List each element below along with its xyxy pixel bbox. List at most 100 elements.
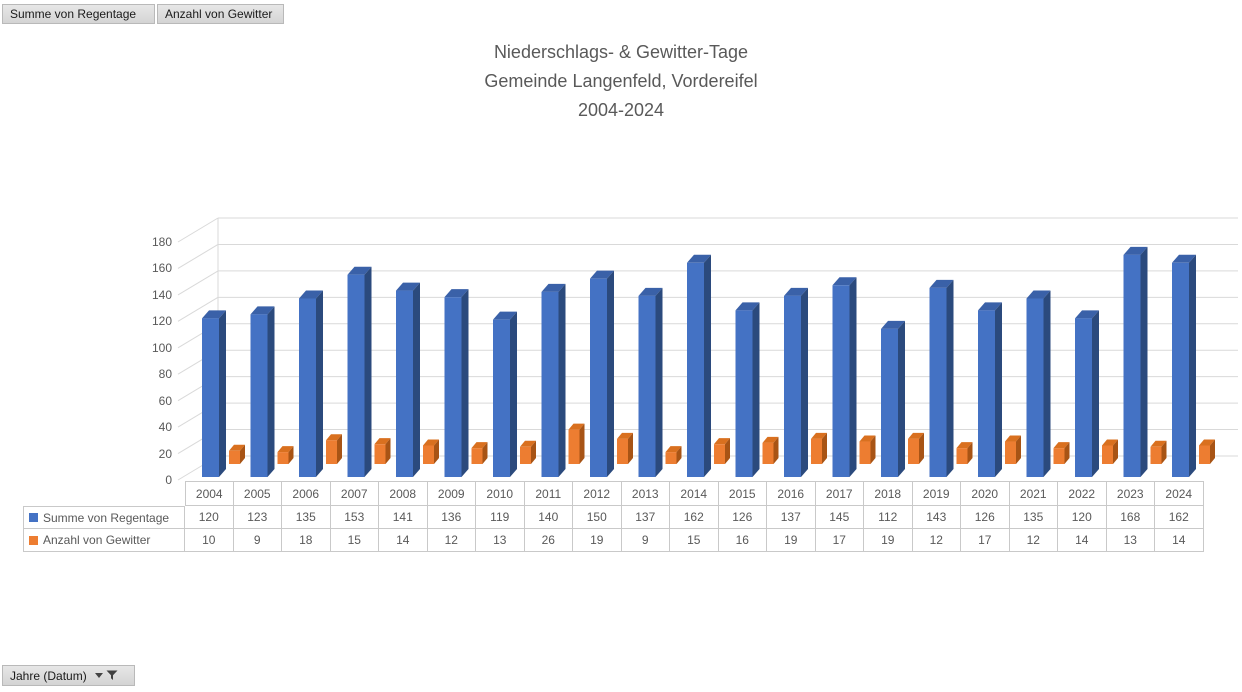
bar-regentage-2011-top[interactable] (541, 283, 566, 292)
bar-regentage-2020-side[interactable] (995, 302, 1002, 477)
bar-regentage-2017-top[interactable] (832, 277, 857, 286)
bar-regentage-2020[interactable] (978, 310, 995, 477)
bar-gewitter-2012-side[interactable] (628, 432, 633, 464)
bar-gewitter-2015[interactable] (762, 442, 774, 464)
bar-gewitter-2017[interactable] (859, 441, 871, 464)
bar-gewitter-2008-side[interactable] (434, 439, 439, 464)
bar-regentage-2016-top[interactable] (784, 287, 808, 296)
bar-regentage-2012-side[interactable] (607, 270, 614, 477)
bar-gewitter-2017-top[interactable] (859, 435, 876, 442)
bar-regentage-2021[interactable] (1026, 298, 1044, 477)
bar-gewitter-2022[interactable] (1102, 445, 1113, 464)
bar-regentage-2008-top[interactable] (396, 282, 420, 291)
bar-regentage-2014[interactable] (687, 262, 704, 477)
bar-regentage-2018-top[interactable] (881, 320, 905, 329)
bar-gewitter-2009-top[interactable] (471, 442, 488, 449)
bar-gewitter-2011[interactable] (568, 429, 580, 464)
bar-gewitter-2024-top[interactable] (1199, 439, 1215, 446)
bar-regentage-2014-top[interactable] (687, 254, 711, 263)
bar-regentage-2010-side[interactable] (510, 311, 517, 477)
bar-regentage-2017-side[interactable] (849, 277, 857, 477)
bar-gewitter-2020-top[interactable] (1005, 435, 1021, 442)
bar-gewitter-2020-side[interactable] (1016, 435, 1021, 464)
bar-regentage-2007-top[interactable] (347, 266, 372, 275)
bar-regentage-2016-side[interactable] (801, 287, 808, 477)
bar-regentage-2018-side[interactable] (898, 320, 905, 477)
bar-regentage-2010[interactable] (493, 319, 510, 477)
bar-regentage-2005[interactable] (250, 314, 268, 477)
bar-gewitter-2015-side[interactable] (773, 436, 779, 464)
bar-regentage-2019-side[interactable] (946, 279, 954, 477)
bar-regentage-2006-top[interactable] (299, 290, 323, 299)
bar-gewitter-2018[interactable] (908, 438, 919, 464)
pivot-value-field-button-regentage[interactable]: Summe von Regentage (2, 4, 155, 24)
bar-regentage-2006[interactable] (299, 298, 316, 477)
bar-regentage-2004-side[interactable] (219, 310, 226, 477)
bar-regentage-2004[interactable] (202, 318, 219, 477)
bar-regentage-2019-top[interactable] (929, 279, 954, 288)
bar-gewitter-2016-side[interactable] (822, 432, 827, 464)
bar-regentage-2021-side[interactable] (1043, 290, 1051, 477)
bar-regentage-2009-top[interactable] (444, 289, 469, 298)
bar-regentage-2015-side[interactable] (752, 302, 760, 477)
bar-regentage-2019[interactable] (929, 287, 947, 477)
bar-gewitter-2020[interactable] (1005, 441, 1016, 464)
bar-gewitter-2007[interactable] (374, 444, 386, 464)
bar-regentage-2022-side[interactable] (1092, 310, 1099, 477)
bar-regentage-2024[interactable] (1172, 262, 1189, 477)
bar-gewitter-2014-side[interactable] (725, 438, 730, 464)
bar-regentage-2024-top[interactable] (1172, 254, 1196, 263)
bar-gewitter-2004-side[interactable] (240, 444, 245, 464)
bar-gewitter-2019-top[interactable] (956, 442, 973, 449)
bar-regentage-2008[interactable] (396, 290, 413, 477)
bar-regentage-2022[interactable] (1075, 318, 1092, 477)
bar-gewitter-2015-top[interactable] (762, 436, 779, 443)
bar-gewitter-2016[interactable] (811, 438, 822, 464)
bar-regentage-2009-side[interactable] (461, 289, 469, 477)
bar-gewitter-2012[interactable] (617, 438, 628, 464)
bar-gewitter-2023[interactable] (1150, 446, 1162, 464)
bar-regentage-2011[interactable] (541, 291, 559, 477)
bar-regentage-2007[interactable] (347, 274, 365, 477)
bar-gewitter-2014-top[interactable] (714, 438, 730, 445)
bar-regentage-2013-top[interactable] (638, 287, 663, 296)
bar-gewitter-2006[interactable] (326, 440, 337, 464)
bar-gewitter-2016-top[interactable] (811, 432, 827, 439)
bar-regentage-2016[interactable] (784, 295, 801, 477)
bar-gewitter-2008-top[interactable] (423, 439, 439, 446)
bar-gewitter-2024[interactable] (1199, 445, 1210, 464)
bar-regentage-2021-top[interactable] (1026, 290, 1051, 299)
bar-gewitter-2022-top[interactable] (1102, 439, 1118, 446)
bar-gewitter-2005-top[interactable] (277, 446, 294, 453)
bar-regentage-2006-side[interactable] (316, 290, 323, 477)
bar-regentage-2023[interactable] (1123, 254, 1141, 477)
bar-regentage-2012-top[interactable] (590, 270, 614, 279)
bar-gewitter-2011-side[interactable] (579, 423, 585, 464)
bar-regentage-2009[interactable] (444, 297, 462, 477)
bar-gewitter-2021-top[interactable] (1053, 442, 1070, 449)
bar-gewitter-2005-side[interactable] (288, 446, 294, 464)
pivot-axis-field-button-jahre[interactable]: Jahre (Datum) (2, 665, 135, 686)
bar-regentage-2013[interactable] (638, 295, 656, 477)
bar-regentage-2024-side[interactable] (1189, 254, 1196, 477)
bar-regentage-2012[interactable] (590, 278, 607, 477)
bar-regentage-2004-top[interactable] (202, 310, 226, 319)
bar-gewitter-2013-top[interactable] (665, 446, 682, 453)
bar-regentage-2017[interactable] (832, 285, 850, 477)
bar-regentage-2020-top[interactable] (978, 302, 1002, 311)
bar-regentage-2008-side[interactable] (413, 282, 420, 477)
bar-gewitter-2004[interactable] (229, 450, 240, 464)
bar-regentage-2007-side[interactable] (364, 266, 372, 477)
bar-regentage-2011-side[interactable] (558, 283, 566, 477)
bar-gewitter-2008[interactable] (423, 445, 434, 464)
bar-gewitter-2022-side[interactable] (1113, 439, 1118, 464)
bar-gewitter-2004-top[interactable] (229, 444, 245, 451)
bar-gewitter-2009-side[interactable] (482, 442, 488, 464)
bar-regentage-2013-side[interactable] (655, 287, 663, 477)
bar-gewitter-2012-top[interactable] (617, 432, 633, 439)
bar-gewitter-2010-side[interactable] (531, 440, 536, 464)
bar-regentage-2022-top[interactable] (1075, 310, 1099, 319)
bar-regentage-2010-top[interactable] (493, 311, 517, 320)
bar-gewitter-2019-side[interactable] (967, 442, 973, 464)
bar-regentage-2023-side[interactable] (1140, 246, 1148, 477)
